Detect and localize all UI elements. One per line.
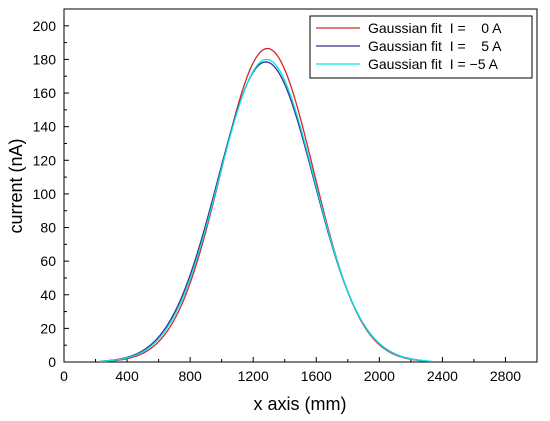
y-tick-label: 180 xyxy=(33,51,57,67)
x-tick-label: 0 xyxy=(60,368,68,384)
y-tick-label: 200 xyxy=(33,18,57,34)
y-tick-label: 40 xyxy=(40,287,56,303)
x-axis-title: x axis (mm) xyxy=(254,394,347,414)
y-tick-label: 20 xyxy=(40,320,56,336)
series-curves xyxy=(100,47,432,363)
x-tick-label: 2800 xyxy=(490,368,521,384)
legend-box xyxy=(309,15,533,79)
y-axis-title: current (nA) xyxy=(6,138,26,233)
y-tick-label: 140 xyxy=(33,119,57,135)
plot-frame xyxy=(63,8,538,363)
x-tick-label: 2400 xyxy=(427,368,458,384)
series-line-2 xyxy=(100,58,432,362)
x-tick-label: 1600 xyxy=(301,368,332,384)
y-tick-label: 120 xyxy=(33,152,57,168)
x-axis-ticks: 0 400 800 1200 1600 2000 2400 2800 xyxy=(60,357,521,384)
y-tick-label: 160 xyxy=(33,85,57,101)
x-tick-label: 800 xyxy=(178,368,202,384)
legend-label-0: Gaussian fit I = 0 A xyxy=(368,20,502,36)
y-tick-label: 100 xyxy=(33,186,57,202)
x-tick-label: 2000 xyxy=(364,368,395,384)
y-tick-label: 80 xyxy=(40,220,56,236)
y-tick-label: 0 xyxy=(48,354,56,370)
series-line-1 xyxy=(100,61,422,362)
series-line-0 xyxy=(100,47,422,363)
legend-label-2: Gaussian fit I = −5 A xyxy=(368,56,499,72)
x-tick-label: 1200 xyxy=(238,368,269,384)
x-tick-label: 400 xyxy=(115,368,139,384)
legend-label-1: Gaussian fit I = 5 A xyxy=(368,38,502,54)
y-axis-ticks: 0 20 40 60 80 100 120 140 160 180 200 xyxy=(33,18,69,370)
y-tick-label: 60 xyxy=(40,253,56,269)
legend: Gaussian fit I = 0 A Gaussian fit I = 5 A… xyxy=(309,15,533,79)
